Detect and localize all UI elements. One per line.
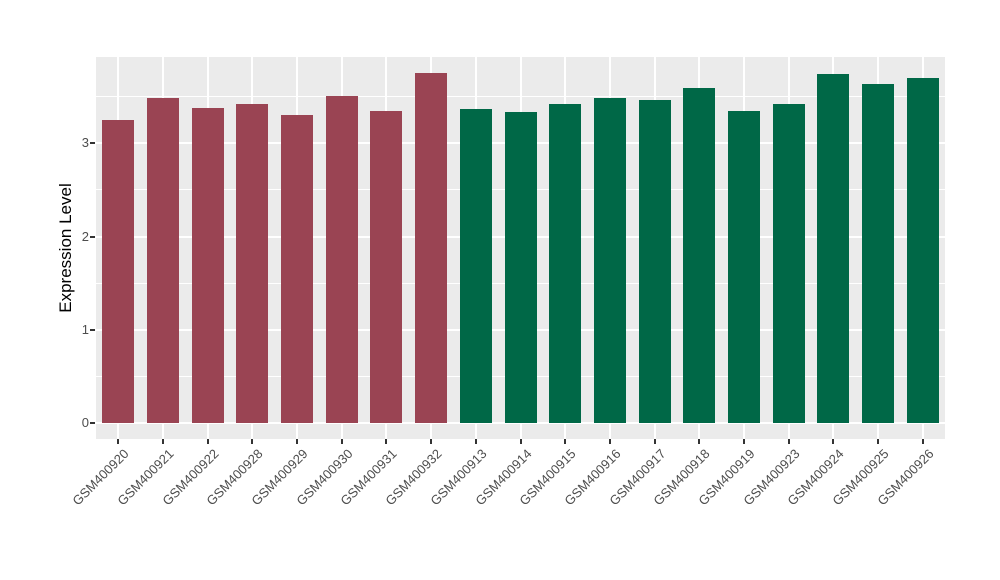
bar-GSM400932 bbox=[415, 73, 448, 424]
plot-panel bbox=[96, 57, 945, 439]
bar-GSM400915 bbox=[549, 104, 582, 424]
bar-GSM400930 bbox=[325, 95, 358, 424]
bar-GSM400931 bbox=[370, 110, 403, 424]
bar-GSM400926 bbox=[906, 77, 939, 424]
x-tick-mark-GSM400924 bbox=[832, 439, 835, 444]
bar-GSM400913 bbox=[459, 108, 492, 424]
x-tick-mark-GSM400929 bbox=[296, 439, 299, 444]
y-tick-mark-3 bbox=[90, 142, 95, 145]
y-axis-title: Expression Level bbox=[56, 183, 75, 313]
x-tick-mark-GSM400915 bbox=[564, 439, 567, 444]
x-tick-mark-GSM400921 bbox=[162, 439, 165, 444]
bar-GSM400923 bbox=[772, 104, 805, 424]
y-tick-label-2: 2 bbox=[81, 228, 89, 244]
bar-GSM400917 bbox=[638, 100, 671, 424]
x-tick-mark-GSM400928 bbox=[251, 439, 254, 444]
bar-GSM400921 bbox=[147, 98, 180, 424]
y-tick-mark-1 bbox=[90, 328, 95, 331]
bar-GSM400928 bbox=[236, 104, 269, 424]
bar-GSM400914 bbox=[504, 112, 537, 424]
x-tick-mark-GSM400922 bbox=[206, 439, 209, 444]
x-tick-mark-GSM400914 bbox=[519, 439, 522, 444]
x-tick-mark-GSM400925 bbox=[876, 439, 879, 444]
bar-GSM400924 bbox=[817, 74, 850, 424]
y-tick-label-0: 0 bbox=[81, 415, 89, 431]
x-tick-mark-GSM400913 bbox=[474, 439, 477, 444]
bar-GSM400920 bbox=[102, 119, 135, 424]
y-tick-label-3: 3 bbox=[81, 135, 89, 151]
x-tick-mark-GSM400930 bbox=[340, 439, 343, 444]
x-tick-mark-GSM400917 bbox=[653, 439, 656, 444]
x-tick-mark-GSM400926 bbox=[921, 439, 924, 444]
bar-GSM400925 bbox=[861, 84, 894, 424]
bar-GSM400922 bbox=[191, 107, 224, 424]
y-tick-label-1: 1 bbox=[81, 321, 89, 337]
x-tick-mark-GSM400916 bbox=[608, 439, 611, 444]
x-tick-mark-GSM400932 bbox=[430, 439, 433, 444]
x-tick-mark-GSM400920 bbox=[117, 439, 120, 444]
bar-GSM400919 bbox=[727, 110, 760, 424]
x-tick-mark-GSM400923 bbox=[787, 439, 790, 444]
y-tick-mark-2 bbox=[90, 235, 95, 238]
bar-GSM400916 bbox=[593, 97, 626, 424]
bar-GSM400918 bbox=[683, 88, 716, 424]
bar-GSM400929 bbox=[281, 115, 314, 424]
x-tick-mark-GSM400931 bbox=[385, 439, 388, 444]
y-tick-mark-0 bbox=[90, 422, 95, 425]
x-tick-mark-GSM400919 bbox=[742, 439, 745, 444]
x-tick-mark-GSM400918 bbox=[698, 439, 701, 444]
